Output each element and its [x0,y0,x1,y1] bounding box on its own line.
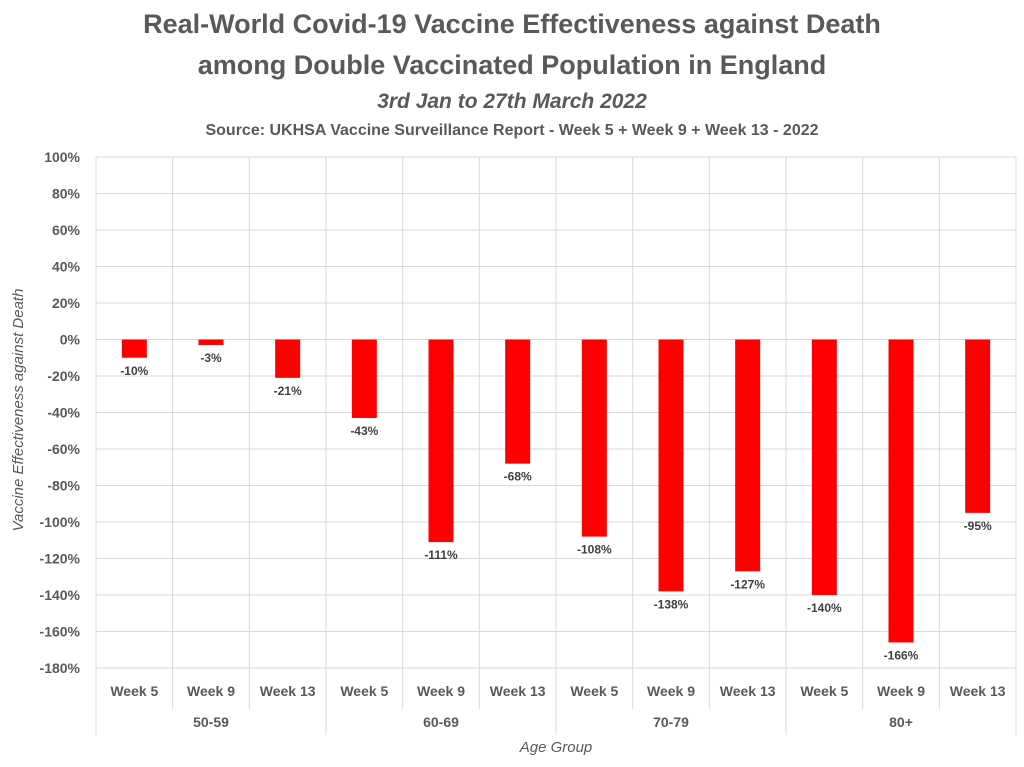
bar [811,339,837,595]
x-group-label: 50-59 [193,714,229,730]
bar [275,339,301,378]
y-tick-label: 0% [60,332,81,348]
data-label: -43% [350,424,378,438]
x-category-label: Week 13 [260,683,316,699]
data-label: -140% [807,601,842,615]
x-category-label: Week 13 [490,683,546,699]
bar [428,339,454,543]
y-tick-label: -120% [40,551,81,567]
x-category-label: Week 5 [800,683,848,699]
x-category-label: Week 5 [340,683,388,699]
x-category-label: Week 13 [720,683,776,699]
x-category-label: Week 9 [417,683,465,699]
x-category-label: Week 13 [950,683,1006,699]
x-group-label: 60-69 [423,714,459,730]
data-label: -21% [274,384,302,398]
bar [198,339,224,345]
data-label: -3% [200,351,222,365]
x-axis-label: Age Group [519,739,593,756]
data-label: -68% [504,470,532,484]
chart-title-line-2: among Double Vaccinated Population in En… [197,50,827,80]
data-label: -111% [424,548,458,562]
y-tick-label: 80% [52,186,81,202]
y-tick-label: -60% [47,441,80,457]
bar [505,339,531,464]
bar [121,339,147,358]
chart-source: Source: UKHSA Vaccine Surveillance Repor… [205,122,819,139]
data-label: -127% [730,577,765,591]
y-tick-label: -100% [40,514,81,530]
y-tick-label: -80% [47,478,80,494]
bar [735,339,761,572]
y-tick-label: -180% [40,660,81,676]
data-label: -95% [964,519,992,533]
y-tick-label: 60% [52,222,81,238]
data-label: -166% [884,648,919,662]
x-category-label: Week 5 [570,683,618,699]
bar [658,339,684,592]
y-tick-label: 40% [52,259,81,275]
x-group-label: 70-79 [653,714,689,730]
x-category-label: Week 9 [877,683,925,699]
y-tick-label: -40% [47,405,80,421]
y-tick-label: 100% [44,149,80,165]
y-tick-label: 20% [52,295,81,311]
data-label: -10% [120,364,148,378]
chart-title-line-1: Real-World Covid-19 Vaccine Effectivenes… [143,9,881,39]
bar [888,339,914,643]
bar [965,339,991,513]
y-tick-label: -140% [40,587,81,603]
x-group-label: 80+ [889,714,913,730]
data-label: -108% [577,543,612,557]
bar [351,339,377,418]
chart-subtitle: 3rd Jan to 27th March 2022 [377,90,647,113]
y-tick-label: -160% [40,624,81,640]
x-category-label: Week 9 [647,683,695,699]
x-category-label: Week 5 [110,683,158,699]
data-label: -138% [654,597,689,611]
bar [581,339,607,537]
y-tick-label: -20% [47,368,80,384]
x-category-label: Week 9 [187,683,235,699]
